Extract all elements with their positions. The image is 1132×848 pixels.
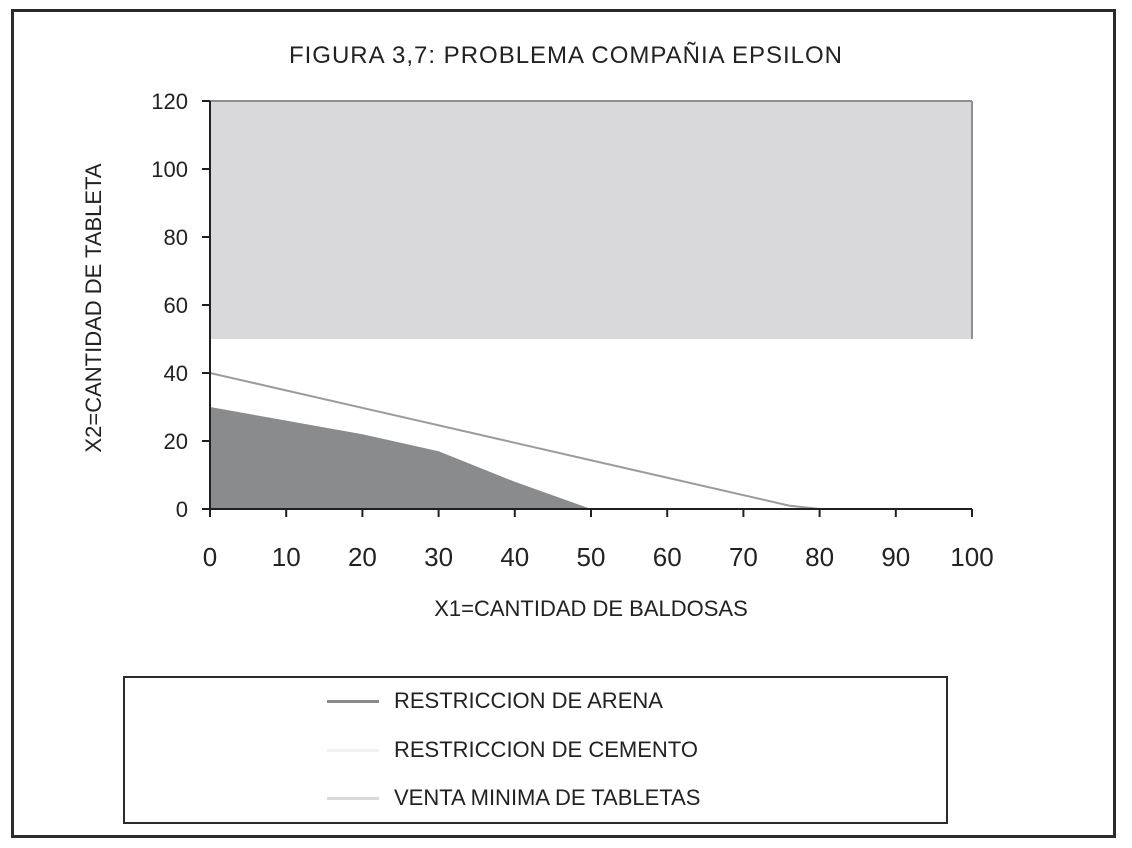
x-tick-label: 40 [500,542,529,572]
y-tick-label: 60 [164,293,188,318]
legend-swatch-venta [327,796,379,800]
venta-minima-area [210,101,972,339]
x-tick-label: 30 [424,542,453,572]
y-tick-label: 100 [151,157,188,182]
x-tick-label: 90 [881,542,910,572]
chart-labels: 0 20 40 60 80 100 120 0 10 20 30 40 50 60 70 80 90 100 X1=… [81,89,994,621]
x-tick-label: 50 [577,542,606,572]
legend-item-cemento: RESTRICCION DE CEMENTO [327,734,698,766]
x-tick-label: 10 [272,542,301,572]
x-tick-label: 70 [729,542,758,572]
x-tick-label: 60 [653,542,682,572]
legend-label-cemento: RESTRICCION DE CEMENTO [394,737,698,762]
y-tick-label: 120 [151,89,188,114]
legend-item-venta: VENTA MINIMA DE TABLETAS [327,782,700,814]
chart-title: FIGURA 3,7: PROBLEMA COMPAÑIA EPSILON [288,42,844,69]
y-tick-label: 0 [176,497,188,522]
x-axis-label: X1=CANTIDAD DE BALDOSAS [434,596,748,621]
x-tick-label: 80 [805,542,834,572]
arena-restriction-area [210,407,591,509]
y-tick-label: 40 [164,361,188,386]
y-tick-label: 20 [164,429,188,454]
legend-swatch-arena [327,699,379,703]
y-tick-label: 80 [164,225,188,250]
chart-ticks [202,100,973,517]
x-tick-label: 0 [203,542,217,572]
x-tick-label: 20 [348,542,377,572]
x-tick-label: 100 [950,542,993,572]
chart-lines [209,372,820,510]
legend-swatch-cemento [327,748,379,752]
cemento-restriction-line [209,372,820,510]
y-axis-label: X2=CANTIDAD DE TABLETA [81,163,106,452]
chart-areas [210,101,972,509]
legend-label-arena: RESTRICCION DE ARENA [394,688,663,713]
legend: RESTRICCION DE ARENA RESTRICCION DE CEME… [123,676,948,824]
legend-item-arena: RESTRICCION DE ARENA [327,685,663,717]
legend-label-venta: VENTA MINIMA DE TABLETAS [394,785,701,810]
